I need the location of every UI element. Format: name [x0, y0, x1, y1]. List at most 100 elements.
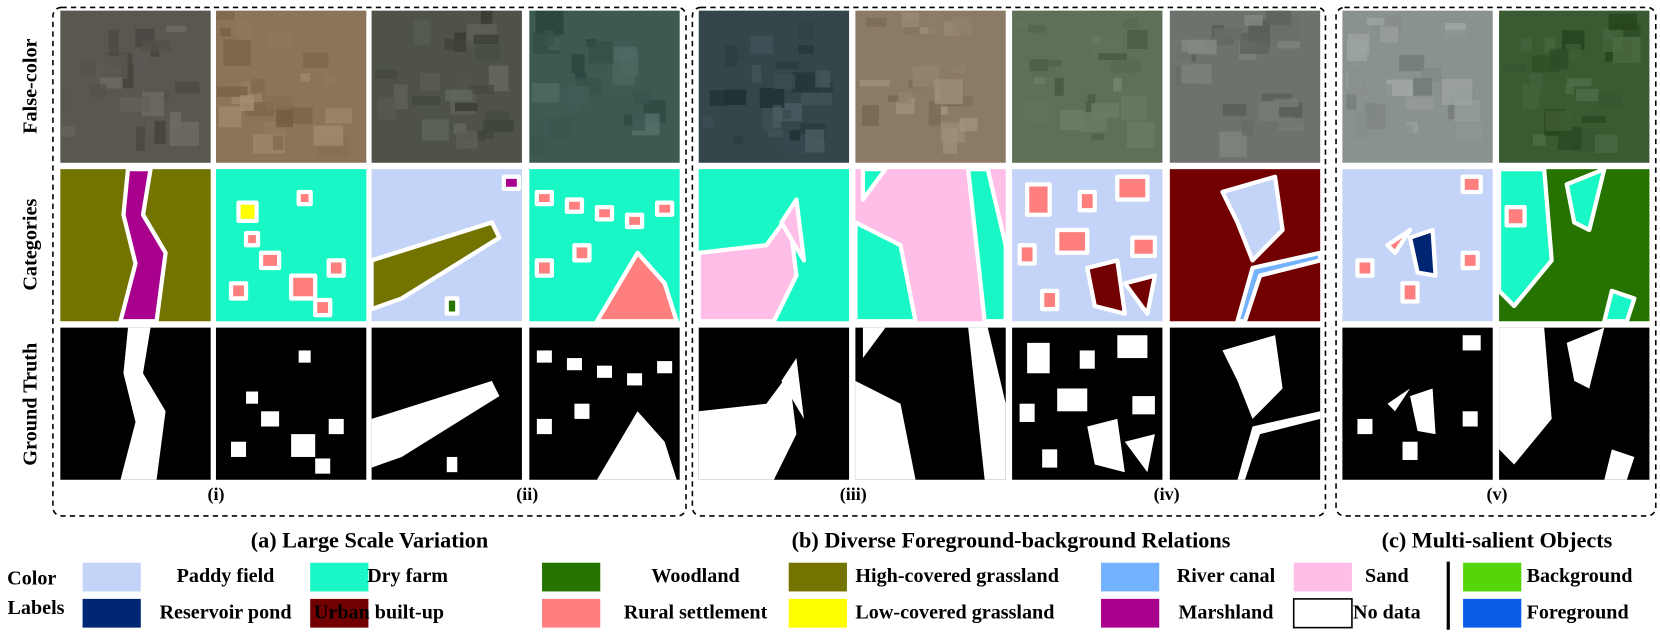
- texture: [272, 135, 284, 151]
- region: [1602, 288, 1637, 324]
- texture: [798, 45, 814, 54]
- region: [1222, 335, 1283, 419]
- legend-label: Rural settlement: [624, 601, 768, 623]
- texture: [1456, 124, 1483, 141]
- texture: [135, 126, 145, 151]
- pair-label: (i): [207, 484, 224, 505]
- texture: [702, 116, 714, 128]
- texture: [927, 11, 944, 34]
- texture: [544, 30, 554, 47]
- texture: [324, 35, 349, 45]
- region: [860, 167, 888, 202]
- legend-swatch: [310, 598, 369, 628]
- region: [1017, 243, 1037, 266]
- texture: [154, 120, 166, 144]
- legend-label: Foreground: [1527, 601, 1629, 623]
- texture: [303, 52, 329, 68]
- region: [296, 189, 313, 207]
- texture: [1503, 64, 1526, 72]
- region: [1115, 174, 1150, 202]
- texture: [952, 65, 966, 73]
- region: [1400, 281, 1420, 304]
- texture: [1565, 44, 1582, 58]
- texture: [623, 114, 634, 126]
- texture: [166, 25, 187, 32]
- texture: [1188, 39, 1217, 55]
- region: [1499, 327, 1552, 465]
- legend-label: Dry farm: [367, 565, 448, 587]
- texture: [750, 35, 774, 54]
- region: [1019, 403, 1035, 422]
- region: [1506, 365, 1525, 384]
- texture: [934, 79, 964, 105]
- texture: [1126, 121, 1155, 148]
- texture: [484, 130, 494, 139]
- group-box: [691, 6, 1327, 517]
- texture: [1277, 41, 1301, 49]
- region: [313, 297, 333, 318]
- region: [369, 220, 502, 312]
- region: [594, 205, 615, 222]
- texture: [1386, 79, 1414, 97]
- texture: [1077, 88, 1088, 103]
- group-caption: (a) Large Scale Variation: [251, 528, 489, 553]
- texture: [1576, 88, 1599, 102]
- region: [1130, 235, 1158, 258]
- region: [291, 434, 316, 457]
- pair-label: (iv): [1154, 484, 1180, 505]
- texture: [548, 36, 560, 50]
- region: [564, 197, 585, 214]
- texture: [566, 85, 589, 106]
- texture: [60, 126, 76, 137]
- region: [1057, 388, 1088, 412]
- texture: [1405, 96, 1434, 110]
- texture: [1398, 54, 1425, 72]
- texture: [1373, 83, 1393, 104]
- region: [1085, 258, 1127, 316]
- legend-swatch: [310, 562, 369, 592]
- region: [1124, 434, 1155, 473]
- texture: [865, 17, 887, 27]
- region: [298, 350, 311, 363]
- texture: [535, 10, 564, 35]
- texture: [1273, 98, 1299, 108]
- texture: [815, 70, 831, 88]
- region: [655, 200, 675, 217]
- texture: [236, 20, 252, 40]
- legend-swatch: [1292, 598, 1353, 629]
- texture: [1034, 77, 1045, 85]
- region: [1496, 167, 1554, 309]
- texture: [169, 121, 199, 146]
- region: [501, 174, 522, 192]
- texture: [1346, 39, 1368, 62]
- texture: [480, 10, 493, 26]
- texture: [90, 84, 107, 98]
- region: [258, 250, 282, 271]
- legend-title: Color: [7, 567, 56, 589]
- texture: [907, 26, 935, 34]
- region: [1564, 167, 1607, 233]
- texture: [1085, 92, 1096, 119]
- texture: [120, 97, 151, 112]
- texture: [1566, 78, 1592, 87]
- texture: [1111, 59, 1141, 74]
- texture: [859, 79, 890, 87]
- region: [627, 373, 643, 386]
- legend-label: No data: [1353, 601, 1421, 623]
- texture: [1029, 59, 1049, 71]
- texture: [475, 44, 500, 60]
- texture: [268, 31, 293, 49]
- texture: [1393, 124, 1413, 146]
- texture: [571, 53, 585, 74]
- region: [1604, 449, 1635, 480]
- region: [446, 456, 458, 473]
- region: [779, 197, 807, 263]
- texture: [888, 95, 908, 102]
- texture: [1113, 78, 1122, 92]
- texture: [1522, 84, 1540, 109]
- region: [1355, 258, 1375, 278]
- group-caption: (c) Multi-salient Objects: [1382, 528, 1613, 553]
- texture: [1048, 59, 1062, 67]
- pair-label: (v): [1486, 484, 1507, 505]
- texture: [1380, 26, 1399, 43]
